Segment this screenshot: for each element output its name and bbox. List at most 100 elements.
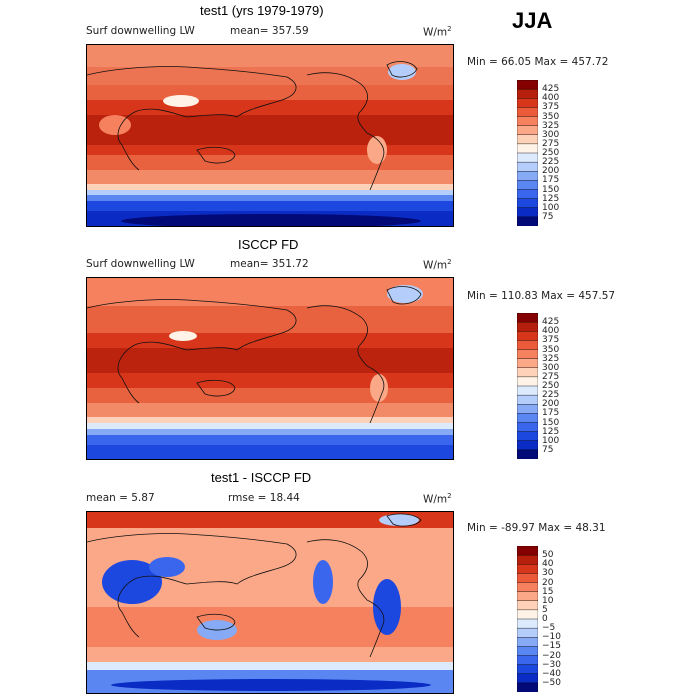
map1-warmpool-band xyxy=(87,115,453,145)
colorbar-tick-label: −20 xyxy=(542,650,561,661)
panel3-colorbar xyxy=(517,546,538,692)
panel2-map xyxy=(86,277,454,460)
colorbar-swatch xyxy=(517,394,538,405)
map2-greenland xyxy=(387,285,423,303)
map1-band-125 xyxy=(87,201,453,211)
panel1-title: test1 (yrs 1979-1979) xyxy=(200,3,324,18)
colorbar-tick-label: 325 xyxy=(542,353,560,364)
map2-band-275 xyxy=(87,417,453,423)
colorbar-tick-label: 225 xyxy=(542,157,560,168)
colorbar-swatch xyxy=(517,431,538,442)
panel1-map xyxy=(86,44,454,227)
colorbar-tick-label: 200 xyxy=(542,399,560,410)
map3-samerica-neg xyxy=(373,579,401,635)
units-text: W/m xyxy=(423,493,448,506)
map3-arctic-band xyxy=(87,512,453,528)
panel3-map-svg xyxy=(87,512,453,693)
panel3-title: test1 - ISCCP FD xyxy=(211,470,312,485)
map1-eurasia-africa xyxy=(87,66,297,171)
colorbar-swatch xyxy=(517,125,538,136)
colorbar-swatch xyxy=(517,682,538,692)
map1-tibet-low xyxy=(163,95,199,107)
colorbar-tick-label: 225 xyxy=(542,390,560,401)
colorbar-swatch xyxy=(517,637,538,647)
map3-coastlines xyxy=(87,513,422,658)
colorbar-swatch xyxy=(517,207,538,218)
colorbar-tick-label: 325 xyxy=(542,120,560,131)
colorbar-tick-label: 400 xyxy=(542,93,560,104)
colorbar-tick-label: 150 xyxy=(542,417,560,428)
panel1-minmax: Min = 66.05 Max = 457.72 xyxy=(467,56,609,68)
panel3-map xyxy=(86,511,454,694)
colorbar-swatch xyxy=(517,385,538,396)
panel3-colorbar-svg xyxy=(517,546,538,692)
colorbar-swatch xyxy=(517,313,538,323)
colorbar-tick-label: 300 xyxy=(542,129,560,140)
map2-band-250 xyxy=(87,423,453,429)
colorbar-swatch xyxy=(517,564,538,574)
colorbar-tick-label: 375 xyxy=(542,102,560,113)
colorbar-swatch xyxy=(517,404,538,414)
colorbar-tick-label: 15 xyxy=(542,586,554,597)
map2-tibet-low xyxy=(169,331,197,341)
season-label: JJA xyxy=(512,8,553,33)
colorbar-tick-label: 10 xyxy=(542,595,554,606)
colorbar-tick-label: 300 xyxy=(542,362,560,373)
colorbar-swatch xyxy=(517,573,538,584)
colorbar-tick-label: 40 xyxy=(542,559,554,570)
colorbar-swatch xyxy=(517,198,538,209)
colorbar-swatch xyxy=(517,189,538,200)
panel1-left-label: Surf downwelling LW xyxy=(86,25,195,37)
colorbar-tick-label: 400 xyxy=(542,326,560,337)
colorbar-swatch xyxy=(517,546,538,556)
map2-band-200 xyxy=(87,429,453,435)
colorbar-tick-label: 250 xyxy=(542,148,560,158)
panel1-units: W/m2 xyxy=(423,25,452,39)
colorbar-tick-label: 75 xyxy=(542,211,554,222)
colorbar-swatch xyxy=(517,107,538,118)
colorbar-tick-label: 275 xyxy=(542,371,560,382)
colorbar-tick-label: 425 xyxy=(542,84,560,95)
units-superscript: 2 xyxy=(447,25,452,33)
colorbar-tick-label: 425 xyxy=(542,317,560,328)
panel3-colorbar-swatches xyxy=(517,546,538,692)
colorbar-tick-label: 350 xyxy=(542,111,560,122)
panel2-units: W/m2 xyxy=(423,258,452,272)
map1-sahara xyxy=(99,115,131,135)
map1-band-175 xyxy=(87,195,453,201)
colorbar-tick-label: 175 xyxy=(542,175,560,186)
units-text: W/m xyxy=(423,26,448,39)
panel2-mean-label: mean= 351.72 xyxy=(230,258,309,270)
map3-band-0 xyxy=(87,662,453,670)
colorbar-swatch xyxy=(517,88,538,99)
map2-warmpool-band xyxy=(87,348,453,373)
map3-mideast-neg xyxy=(149,557,185,577)
map3-eurasia-africa xyxy=(87,533,297,638)
colorbar-tick-label: 100 xyxy=(542,202,560,213)
colorbar-tick-label: −15 xyxy=(542,641,561,652)
colorbar-swatch xyxy=(517,582,538,593)
colorbar-swatch xyxy=(517,664,538,675)
map1-band-275 xyxy=(87,184,453,190)
colorbar-swatch xyxy=(517,349,538,360)
panel1-colorbar xyxy=(517,80,538,226)
colorbar-swatch xyxy=(517,80,538,90)
panel2-colorbar xyxy=(517,313,538,459)
panel3-rmse-label: rmse = 18.44 xyxy=(228,492,300,504)
colorbar-swatch xyxy=(517,171,538,181)
map1-greenland-outline xyxy=(386,61,418,78)
colorbar-tick-label: 125 xyxy=(542,426,560,437)
colorbar-swatch xyxy=(517,440,538,451)
colorbar-tick-label: 5 xyxy=(542,604,548,615)
colorbar-swatch xyxy=(517,358,538,369)
colorbar-tick-label: 175 xyxy=(542,408,560,419)
colorbar-swatch xyxy=(517,134,538,145)
units-superscript: 2 xyxy=(447,258,452,266)
colorbar-tick-label: 0 xyxy=(542,614,548,624)
map3-greenland-outline xyxy=(386,513,422,527)
colorbar-tick-label: 250 xyxy=(542,381,560,391)
panel1-colorbar-swatches xyxy=(517,80,538,226)
panel2-left-label: Surf downwelling LW xyxy=(86,258,195,270)
colorbar-tick-label: 75 xyxy=(542,444,554,455)
colorbar-tick-label: −10 xyxy=(542,632,561,643)
